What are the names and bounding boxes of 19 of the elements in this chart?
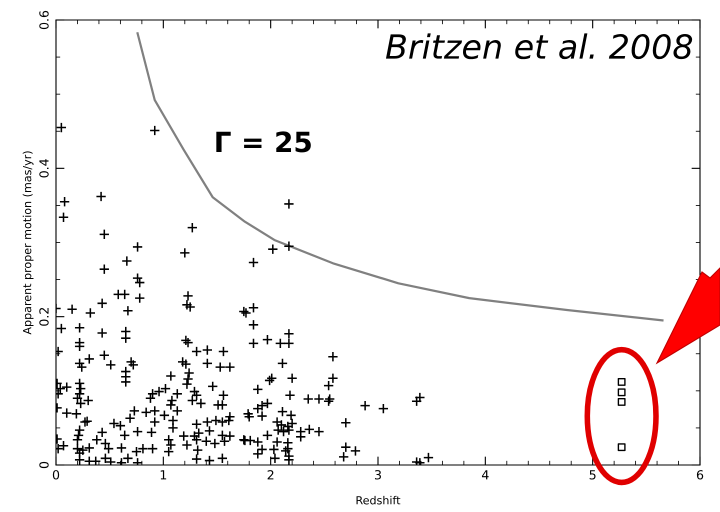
point — [618, 443, 626, 452]
x-tick-label: 5 — [590, 470, 596, 480]
x-tick-label: 6 — [696, 470, 704, 480]
y-tick-label: 0.4 — [39, 159, 49, 178]
y-tick-label: 0 — [39, 462, 49, 468]
x-tick-label: 3 — [374, 470, 381, 480]
y-tick-label: 0.2 — [39, 308, 49, 326]
x-axis-title: Redshift — [356, 496, 400, 504]
x-tick-label: 0 — [52, 470, 60, 480]
series-label: Γ = 25 — [216, 131, 311, 152]
point — [618, 388, 626, 396]
point — [618, 378, 626, 386]
x-tick-label: 4 — [482, 470, 489, 480]
x-tick-label: 2 — [268, 470, 274, 480]
x-tick-label: 1 — [160, 470, 166, 480]
y-tick-label: 0.6 — [39, 10, 49, 30]
y-axis-title: Apparent proper motion (mas/yr) — [22, 151, 34, 334]
annotation: Britzen et al. 2008 — [386, 33, 692, 60]
point — [618, 398, 626, 406]
